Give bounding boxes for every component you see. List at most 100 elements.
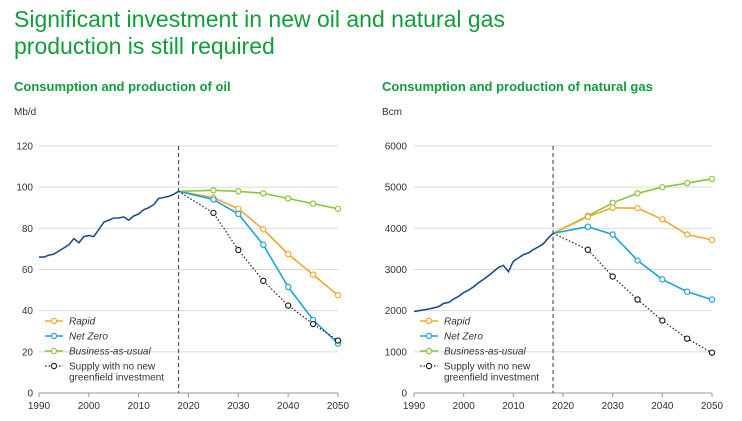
gas-point-net-zero bbox=[584, 223, 592, 230]
gas-point-supply-no-investment bbox=[634, 296, 641, 303]
oil-x-tick-label: 2050 bbox=[327, 401, 350, 412]
page-title: Significant investment in new oil and na… bbox=[14, 6, 714, 60]
gas-y-tick-label: 4000 bbox=[385, 224, 408, 235]
oil-point-supply-no-investment bbox=[284, 302, 292, 309]
gas-point-rapid bbox=[683, 231, 691, 238]
gas-y-tick-label: 2000 bbox=[385, 306, 408, 317]
gas-x-tick-label: 2050 bbox=[701, 401, 724, 412]
oil-legend-label-rapid: Rapid bbox=[69, 317, 96, 328]
oil-legend-label-supply-no-investment-line2: greenfield investment bbox=[69, 373, 164, 384]
gas-y-tick-label: 6000 bbox=[385, 142, 408, 153]
gas-legend-label-rapid: Rapid bbox=[444, 317, 471, 328]
gas-legend-label-supply-no-investment: Supply with no new bbox=[444, 362, 531, 373]
gas-point-supply-no-investment bbox=[609, 273, 616, 280]
oil-y-tick-label: 120 bbox=[16, 142, 33, 153]
oil-y-tick-label: 100 bbox=[16, 183, 33, 194]
gas-legend-marker-supply-no-investment bbox=[425, 362, 433, 370]
oil-y-tick-label: 20 bbox=[22, 347, 34, 358]
gas-legend-marker-business-as-usual bbox=[425, 347, 433, 355]
gas-y-tick-label: 5000 bbox=[385, 183, 408, 194]
oil-legend-label-business-as-usual: Business-as-usual bbox=[69, 347, 151, 358]
oil-y-tick-label: 60 bbox=[22, 265, 34, 276]
oil-chart-title: Consumption and production of oil bbox=[14, 79, 231, 94]
gas-point-rapid bbox=[659, 216, 666, 223]
oil-legend-marker-rapid bbox=[50, 317, 58, 325]
gas-y-tick-label: 3000 bbox=[385, 265, 408, 276]
gas-point-net-zero bbox=[659, 276, 666, 283]
gas-legend-marker-rapid bbox=[425, 317, 433, 325]
gas-x-tick-label: 2030 bbox=[602, 401, 625, 412]
oil-x-tick-label: 2040 bbox=[277, 401, 300, 412]
gas-x-tick-label: 2020 bbox=[552, 401, 575, 412]
oil-unit-label: Mb/d bbox=[14, 107, 36, 118]
gas-unit-label: Bcm bbox=[382, 107, 402, 118]
oil-point-business-as-usual bbox=[284, 195, 292, 202]
oil-point-business-as-usual bbox=[235, 188, 242, 195]
gas-point-net-zero bbox=[634, 257, 641, 264]
oil-y-tick-label: 80 bbox=[22, 224, 34, 235]
gas-point-business-as-usual bbox=[659, 183, 666, 191]
gas-x-tick-label: 2010 bbox=[502, 401, 525, 412]
oil-point-net-zero bbox=[284, 283, 292, 291]
oil-point-rapid bbox=[334, 292, 342, 299]
oil-point-supply-no-investment bbox=[334, 337, 342, 344]
gas-y-tick-label: 1000 bbox=[385, 347, 408, 358]
gas-legend-marker-net-zero bbox=[425, 332, 433, 340]
oil-series-history bbox=[39, 190, 179, 258]
oil-point-rapid bbox=[309, 271, 317, 278]
gas-x-tick-label: 1990 bbox=[403, 401, 426, 412]
page-title-line2: production is still required bbox=[14, 33, 275, 59]
oil-point-business-as-usual bbox=[334, 205, 342, 212]
oil-legend-marker-business-as-usual bbox=[50, 347, 58, 355]
oil-legend-marker-supply-no-investment bbox=[50, 362, 58, 370]
gas-point-net-zero bbox=[708, 296, 716, 303]
oil-x-tick-label: 2030 bbox=[227, 401, 250, 412]
gas-point-supply-no-investment bbox=[659, 317, 666, 324]
gas-point-rapid bbox=[584, 213, 592, 221]
oil-y-tick-label: 0 bbox=[27, 389, 33, 400]
oil-point-supply-no-investment bbox=[210, 209, 217, 217]
oil-point-supply-no-investment bbox=[260, 277, 267, 285]
gas-point-net-zero bbox=[609, 231, 616, 238]
gas-point-supply-no-investment bbox=[708, 349, 716, 356]
oil-point-supply-no-investment bbox=[309, 320, 317, 328]
oil-point-rapid bbox=[260, 226, 267, 233]
gas-chart-title: Consumption and production of natural ga… bbox=[382, 79, 653, 94]
oil-point-net-zero bbox=[210, 196, 217, 203]
oil-x-tick-label: 2020 bbox=[177, 401, 200, 412]
oil-y-tick-label: 40 bbox=[22, 306, 34, 317]
page-title-line1: Significant investment in new oil and na… bbox=[14, 6, 505, 32]
oil-point-net-zero bbox=[260, 241, 267, 248]
oil-x-tick-label: 1990 bbox=[28, 401, 51, 412]
gas-point-business-as-usual bbox=[634, 190, 641, 197]
gas-legend-label-supply-no-investment-line2: greenfield investment bbox=[444, 373, 539, 384]
gas-point-business-as-usual bbox=[708, 175, 716, 183]
oil-point-supply-no-investment bbox=[235, 246, 242, 254]
gas-legend-label-business-as-usual: Business-as-usual bbox=[444, 347, 526, 358]
gas-point-supply-no-investment bbox=[683, 335, 691, 342]
oil-legend-label-supply-no-investment: Supply with no new bbox=[69, 362, 156, 373]
gas-point-rapid bbox=[708, 236, 716, 244]
gas-point-supply-no-investment bbox=[584, 246, 592, 253]
gas-x-tick-label: 2000 bbox=[453, 401, 476, 412]
gas-series-net-zero bbox=[552, 225, 713, 301]
oil-legend-marker-net-zero bbox=[50, 332, 58, 340]
oil-point-business-as-usual bbox=[309, 200, 317, 207]
oil-legend-label-net-zero: Net Zero bbox=[69, 332, 108, 343]
oil-point-business-as-usual bbox=[260, 190, 267, 197]
gas-y-tick-label: 0 bbox=[401, 389, 407, 400]
gas-point-rapid bbox=[634, 204, 641, 212]
gas-x-tick-label: 2040 bbox=[651, 401, 674, 412]
oil-point-rapid bbox=[284, 250, 292, 258]
oil-point-business-as-usual bbox=[210, 187, 217, 194]
oil-x-tick-label: 2000 bbox=[78, 401, 101, 412]
oil-x-tick-label: 2010 bbox=[128, 401, 151, 412]
gas-legend-label-net-zero: Net Zero bbox=[444, 332, 483, 343]
gas-series-history bbox=[413, 232, 554, 313]
gas-point-business-as-usual bbox=[683, 179, 691, 187]
gas-point-rapid bbox=[609, 204, 616, 211]
oil-point-net-zero bbox=[235, 210, 242, 218]
gas-point-net-zero bbox=[683, 288, 691, 295]
